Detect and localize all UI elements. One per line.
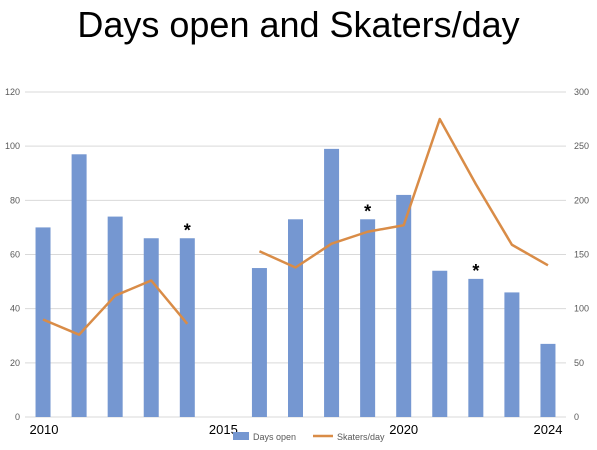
y-left-tick-label: 60 xyxy=(10,250,20,260)
legend-swatch-days-open xyxy=(233,432,249,440)
days-open-bar xyxy=(396,194,412,417)
y-left-tick-label: 80 xyxy=(10,195,20,205)
legend-label-days-open: Days open xyxy=(253,432,296,442)
days-open-bar xyxy=(35,227,51,417)
x-tick-label: 2015 xyxy=(209,422,238,437)
days-open-bar xyxy=(432,270,448,417)
legend: Days open Skaters/day xyxy=(233,432,385,442)
days-open-bar xyxy=(288,219,303,417)
skaters-per-day-line xyxy=(42,117,549,336)
x-tick-labels: 2010 2015 2020 2024 xyxy=(30,422,563,437)
days-open-bar xyxy=(179,238,195,417)
days-open-bar xyxy=(540,343,556,417)
days-open-bar xyxy=(504,292,520,417)
y-right-tick-label: 0 xyxy=(574,412,579,422)
days-open-bar xyxy=(324,148,340,417)
y-left-tick-label: 20 xyxy=(10,358,20,368)
y-left-tick-label: 120 xyxy=(5,87,20,97)
annotation-asterisk: * xyxy=(472,261,479,281)
annotation-asterisk: * xyxy=(364,201,371,221)
y-right-tick-label: 250 xyxy=(574,141,589,151)
x-tick-label: 2024 xyxy=(534,422,563,437)
days-open-bar xyxy=(107,216,123,417)
days-open-bars xyxy=(35,148,556,417)
y-left-tick-label: 100 xyxy=(5,141,20,151)
y-left-tick-label: 0 xyxy=(15,412,20,422)
y-right-tick-label: 200 xyxy=(574,195,589,205)
days-open-bar xyxy=(71,154,87,417)
legend-label-skaters-per-day: Skaters/day xyxy=(337,432,385,442)
days-open-bar xyxy=(468,278,484,417)
x-tick-label: 2010 xyxy=(30,422,59,437)
skaters-per-day-line-segment xyxy=(42,279,189,336)
y-right-tick-label: 150 xyxy=(574,250,589,260)
chart-title: Days open and Skaters/day xyxy=(77,4,520,45)
y-left-tick-labels: 0 20 40 60 80 100 120 xyxy=(5,87,20,422)
days-open-bar xyxy=(360,219,376,417)
y-right-tick-label: 300 xyxy=(574,87,589,97)
y-right-tick-label: 100 xyxy=(574,304,589,314)
skaters-per-day-line-segment xyxy=(258,117,549,269)
annotations: * * * xyxy=(184,201,480,281)
y-right-tick-labels: 0 50 100 150 200 250 300 xyxy=(574,87,589,422)
days-open-bar xyxy=(143,238,159,417)
y-right-tick-label: 50 xyxy=(574,358,584,368)
days-open-bar xyxy=(251,268,267,417)
x-tick-label: 2020 xyxy=(389,422,418,437)
annotation-asterisk: * xyxy=(184,220,191,240)
y-left-tick-label: 40 xyxy=(10,304,20,314)
